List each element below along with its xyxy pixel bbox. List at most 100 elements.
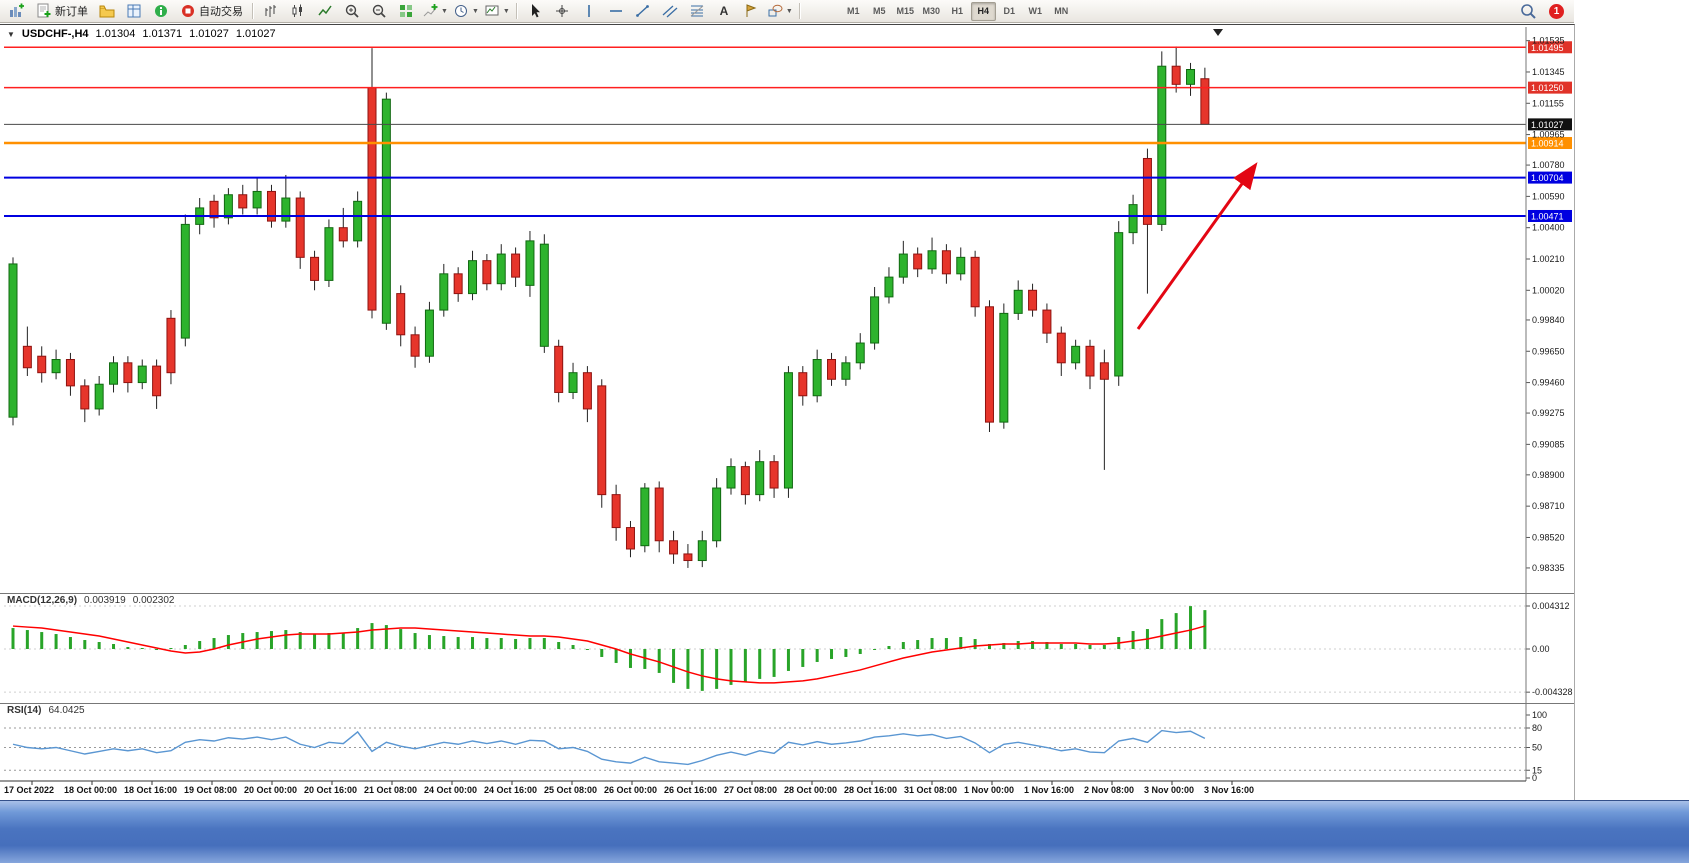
- timeframe-button-h1[interactable]: H1: [951, 6, 963, 16]
- tile-windows-button[interactable]: [393, 2, 419, 21]
- zoom-out-button[interactable]: [366, 2, 392, 21]
- candlestick: [798, 372, 808, 397]
- macd-histogram-bar: [1059, 644, 1063, 649]
- search-icon[interactable]: [1519, 2, 1537, 20]
- macd-histogram-bar: [901, 642, 905, 649]
- rsi-line: [12, 729, 1206, 766]
- price-tag: [1528, 118, 1572, 131]
- templates-button[interactable]: ▼: [482, 2, 512, 21]
- indicators-icon: [423, 4, 438, 17]
- fibonacci-button[interactable]: [684, 2, 710, 21]
- price-tag: [1528, 41, 1572, 54]
- candlestick: [984, 306, 994, 423]
- new-chart-button[interactable]: [4, 2, 30, 21]
- candlestick: [496, 253, 506, 285]
- line-chart-button[interactable]: [312, 2, 338, 21]
- collapse-chart-icon[interactable]: ▼: [7, 29, 15, 39]
- chart-shift-marker[interactable]: [1213, 29, 1223, 36]
- cursor-button[interactable]: [522, 2, 548, 21]
- fibonacci-icon: [690, 5, 704, 17]
- timeframe-button-w1[interactable]: W1: [1028, 6, 1043, 16]
- candlestick: [94, 383, 104, 410]
- timeframe-button-d1[interactable]: D1: [1003, 6, 1015, 16]
- price-axis-label: 1.00965: [1532, 130, 1565, 140]
- shapes-icon: [768, 4, 783, 17]
- bar-chart-button[interactable]: [258, 2, 284, 21]
- time-axis-label: 28 Oct 00:00: [784, 785, 837, 795]
- profiles-button[interactable]: [94, 2, 120, 21]
- macd-histogram-bar: [313, 634, 317, 649]
- notification-badge[interactable]: 1: [1549, 3, 1564, 19]
- candlestick: [266, 190, 276, 222]
- market-watch-icon: [127, 4, 141, 18]
- candlestick: [324, 227, 334, 281]
- timeframe-button-mn[interactable]: MN: [1054, 6, 1069, 16]
- macd-histogram-bar: [269, 631, 273, 649]
- rsi-value: 64.0425: [48, 705, 85, 716]
- macd-histogram-bar: [786, 649, 790, 671]
- price-tag: [1528, 81, 1572, 94]
- macd-histogram-bar: [557, 642, 561, 649]
- candlestick: [166, 317, 176, 374]
- candlestick: [697, 540, 707, 562]
- new-order-button[interactable]: 新订单: [31, 2, 93, 21]
- text-button[interactable]: A: [711, 2, 737, 21]
- candlestick: [855, 342, 865, 364]
- channel-button[interactable]: [657, 2, 683, 21]
- candlestick: [554, 345, 564, 393]
- timeframe-button-h4[interactable]: H4: [970, 1, 996, 21]
- candlestick: [338, 227, 348, 242]
- chart-canvas[interactable]: 1.01495 1.01250 1.01027 1.00914 1.00704 1.004…: [0, 25, 1574, 801]
- macd-histogram-bar: [542, 638, 546, 649]
- candlestick: [884, 276, 894, 298]
- macd-histogram-bar: [1189, 606, 1193, 649]
- candlestick: [870, 296, 880, 344]
- candlestick: [827, 359, 837, 380]
- text-icon: A: [719, 4, 728, 18]
- macd-histogram-bar: [427, 635, 431, 649]
- timeframe-button-m1[interactable]: M1: [846, 6, 860, 16]
- macd-histogram-bar: [212, 638, 216, 649]
- periods-button[interactable]: ▼: [451, 2, 481, 21]
- label-flag-icon: [746, 4, 757, 17]
- timeframe-button-m5[interactable]: M5: [872, 6, 886, 16]
- price-axis-label: 0.98520: [1532, 532, 1565, 542]
- candlestick: [956, 256, 966, 275]
- chevron-down-icon: ▼: [785, 7, 793, 15]
- rsi-axis-label: 100: [1532, 710, 1547, 720]
- taskbar[interactable]: [0, 800, 1689, 863]
- macd-histogram-bar: [456, 637, 460, 649]
- macd-histogram-bar: [772, 649, 776, 677]
- timeframe-button-m30[interactable]: M30: [922, 6, 940, 16]
- candlestick: [137, 365, 147, 384]
- chart-window[interactable]: 1.01495 1.01250 1.01027 1.00914 1.00704 1.004…: [0, 24, 1575, 801]
- trend-arrow-annotation[interactable]: [1136, 162, 1258, 330]
- candlestick: [482, 260, 492, 285]
- candlestick: [740, 466, 750, 496]
- candlestick-chart-button[interactable]: [285, 2, 311, 21]
- price-tag-label: 1.00704: [1531, 173, 1564, 183]
- trendline-button[interactable]: [630, 2, 656, 21]
- auto-trading-button[interactable]: 自动交易: [175, 2, 248, 21]
- vertical-line-button[interactable]: [576, 2, 602, 21]
- horizontal-line-button[interactable]: [603, 2, 629, 21]
- timeframe-button-m15[interactable]: M15: [896, 6, 914, 16]
- market-watch-button[interactable]: [121, 2, 147, 21]
- zoom-in-button[interactable]: [339, 2, 365, 21]
- time-axis-label: 1 Nov 16:00: [1024, 785, 1074, 795]
- macd-histogram-bar: [226, 635, 230, 649]
- candlestick: [22, 345, 32, 369]
- templates-icon: [485, 5, 499, 16]
- crosshair-button[interactable]: [549, 2, 575, 21]
- data-window-button[interactable]: [148, 2, 174, 21]
- price-tag-label: 1.01250: [1531, 83, 1564, 93]
- tile-windows-icon: [400, 5, 412, 17]
- macd-histogram-bar: [155, 649, 159, 650]
- price-axis-label: 1.01345: [1532, 67, 1565, 77]
- shapes-button[interactable]: ▼: [765, 2, 795, 21]
- candlestick: [783, 372, 793, 489]
- candlestick: [712, 487, 722, 542]
- indicators-button[interactable]: ▼: [420, 2, 450, 21]
- candlestick: [1114, 232, 1124, 377]
- label-button[interactable]: [738, 2, 764, 21]
